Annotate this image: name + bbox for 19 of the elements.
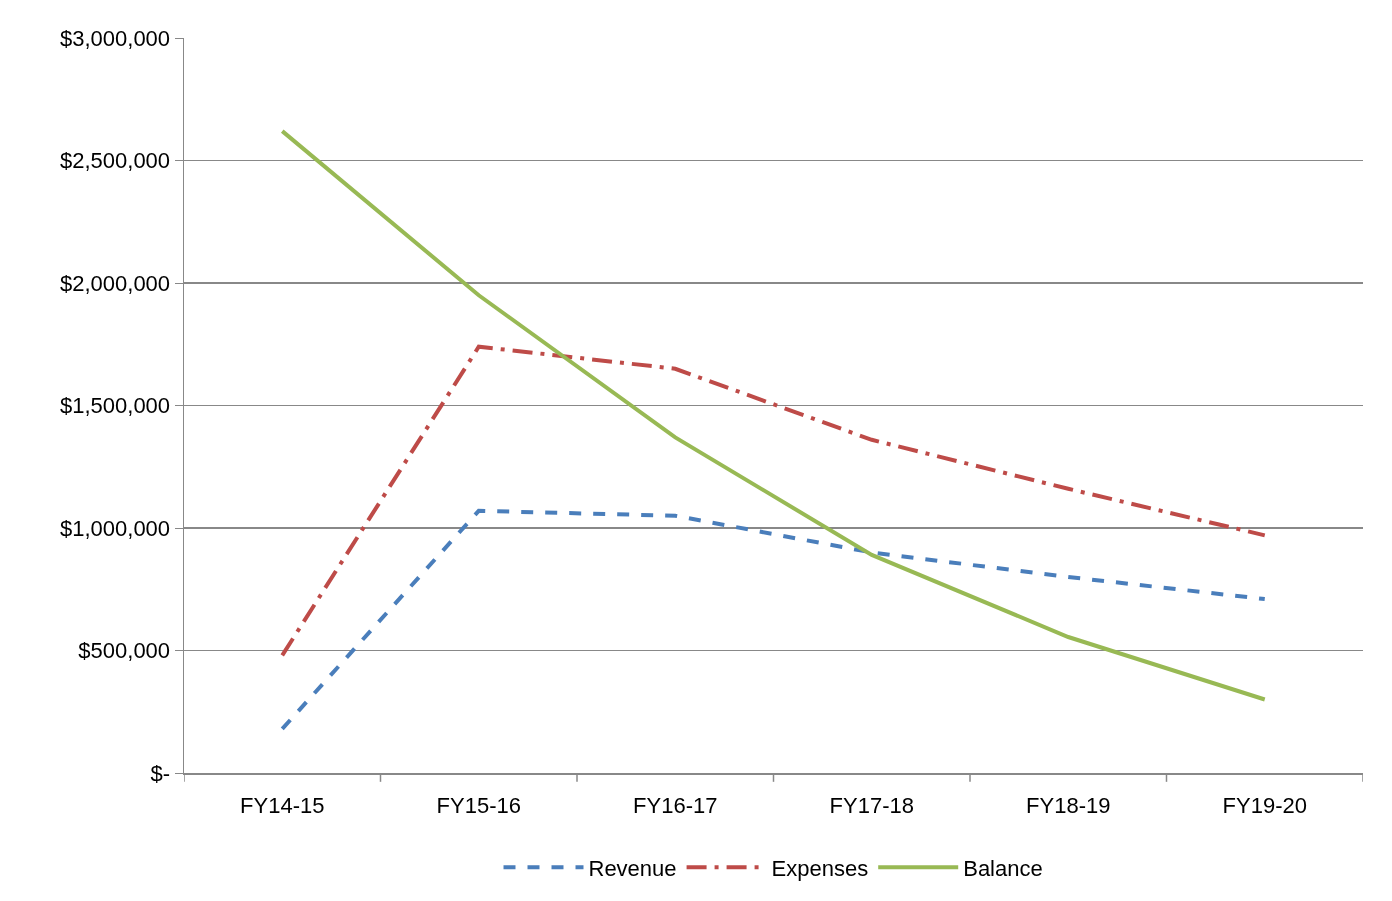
y-tick-label: $1,000,000 (59, 515, 171, 541)
y-tick-label: $1,500,000 (59, 393, 171, 419)
y-tick-label: $2,500,000 (59, 148, 171, 174)
x-tick-label: FY14-15 (240, 792, 325, 818)
x-tick-label: FY19-20 (1222, 792, 1307, 818)
y-tick-label: $500,000 (78, 638, 171, 664)
x-tick-label: FY15-16 (436, 792, 521, 818)
x-tick-label: FY16-17 (633, 792, 718, 818)
legend-label: Expenses (771, 855, 869, 881)
y-tick-label: $2,000,000 (59, 270, 171, 296)
line-series (280, 344, 1267, 658)
legend-label: Balance (963, 855, 1043, 881)
legend-label: Revenue (588, 855, 677, 881)
line-series (280, 129, 1267, 702)
y-tick-label: $- (150, 760, 171, 786)
y-tick-label: $3,000,000 (59, 25, 171, 51)
x-tick-label: FY17-18 (829, 792, 914, 818)
line-series (280, 508, 1267, 731)
x-tick-label: FY18-19 (1026, 792, 1111, 818)
